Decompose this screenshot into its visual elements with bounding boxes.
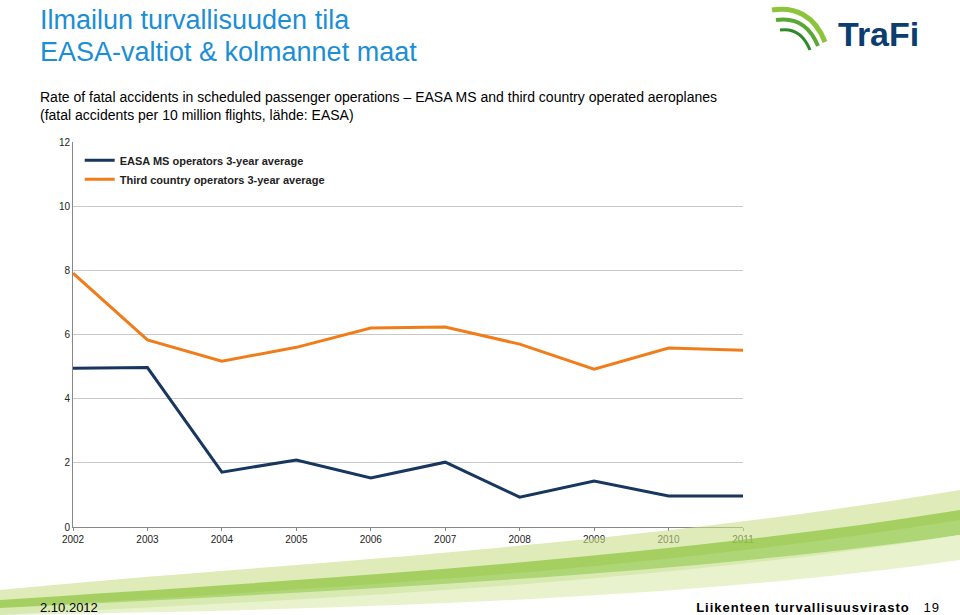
svg-text:EASA MS operators 3-year avera: EASA MS operators 3-year average (120, 155, 304, 167)
svg-text:2005: 2005 (285, 534, 308, 545)
html-text:Liikenteen turvallisuusvirasto: Liikenteen turvallisuusvirasto (696, 600, 910, 615)
svg-text:8: 8 (64, 265, 70, 276)
html-text:19: 19 (923, 600, 940, 615)
svg-text:2003: 2003 (136, 534, 159, 545)
html-text:Ilmailun turvallisuuden tila E: Ilmailun turvallisuuden tila EASA-valtio… (40, 5, 417, 67)
svg-text:2004: 2004 (211, 534, 234, 545)
svg-text:2002: 2002 (62, 534, 85, 545)
svg-text:Third country operators 3-year: Third country operators 3-year average (120, 174, 325, 186)
svg-text:2011: 2011 (732, 534, 754, 545)
html-text:Rate of fatal accidents in sch: Rate of fatal accidents in scheduled pas… (40, 89, 718, 123)
svg-text:4: 4 (64, 393, 70, 404)
svg-text:6: 6 (64, 329, 70, 340)
svg-text:2006: 2006 (360, 534, 383, 545)
svg-text:10: 10 (59, 201, 71, 212)
svg-text:0: 0 (64, 522, 70, 533)
svg-text:2008: 2008 (509, 534, 532, 545)
svg-text:2010: 2010 (657, 534, 680, 545)
svg-text:TraFi: TraFi (838, 15, 919, 53)
svg-text:12: 12 (59, 137, 71, 148)
svg-text:2007: 2007 (434, 534, 457, 545)
svg-text:2009: 2009 (583, 534, 606, 545)
html-text:2.10.2012: 2.10.2012 (40, 600, 98, 615)
svg-text:2: 2 (64, 457, 70, 468)
